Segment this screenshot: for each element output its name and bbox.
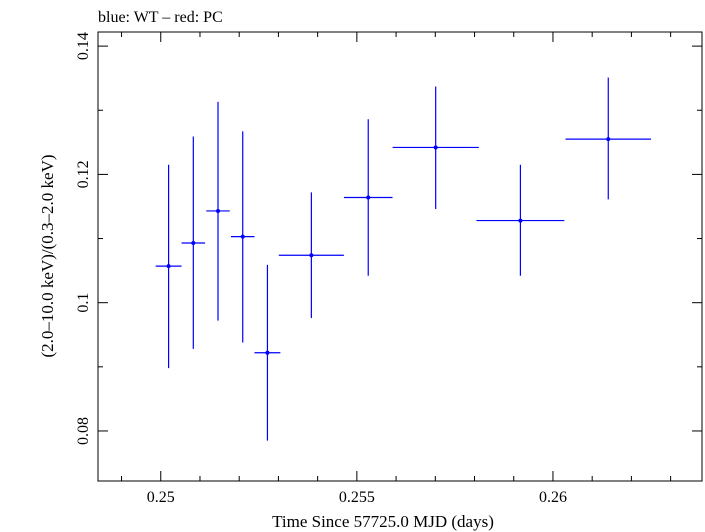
point-marker	[309, 253, 314, 258]
plot-frame	[97, 31, 703, 482]
point-marker	[606, 137, 611, 142]
y-tick-label: 0.1	[75, 293, 92, 313]
tick-labels: 0.25 0.255 0.26 0.08 0.1 0.12 0.14	[75, 32, 567, 506]
point-marker	[166, 264, 171, 269]
point-marker	[433, 145, 438, 150]
data-point	[155, 164, 182, 369]
data-points	[155, 77, 652, 441]
data-point	[565, 77, 652, 200]
point-marker	[216, 208, 221, 213]
y-tick-label: 0.14	[75, 32, 92, 60]
data-point	[278, 192, 344, 319]
point-marker	[366, 195, 371, 200]
x-tick-label: 0.25	[147, 489, 175, 506]
data-point	[230, 131, 255, 343]
data-point	[206, 101, 230, 321]
data-point	[476, 164, 565, 276]
data-point	[181, 136, 206, 349]
data-point	[343, 119, 393, 276]
point-marker	[240, 234, 245, 239]
data-point	[392, 86, 479, 210]
x-tick-label: 0.255	[339, 489, 375, 506]
chart-header: blue: WT – red: PC	[98, 9, 223, 26]
y-tick-label: 0.08	[75, 417, 92, 445]
x-axis-label: Time Since 57725.0 MJD (days)	[272, 512, 494, 531]
y-axis-label: (2.0–10.0 keV)/(0.3–2.0 keV)	[38, 154, 57, 357]
point-marker	[265, 350, 270, 355]
data-point	[254, 264, 281, 441]
x-tick-label: 0.26	[539, 489, 567, 506]
y-tick-label: 0.12	[75, 160, 92, 188]
point-marker	[191, 241, 196, 246]
axis-ticks	[98, 32, 702, 481]
point-marker	[518, 218, 523, 223]
